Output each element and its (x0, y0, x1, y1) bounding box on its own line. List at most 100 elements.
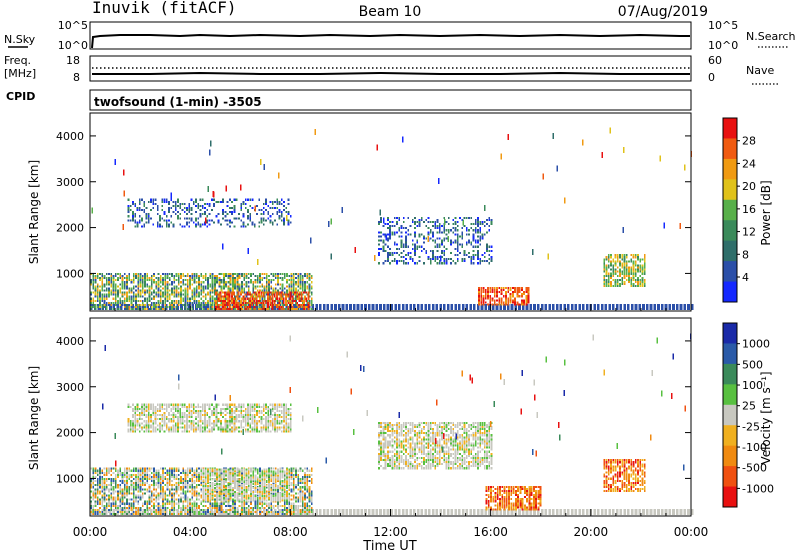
range-gate-cell (281, 504, 284, 507)
range-gate-cell (117, 494, 119, 497)
range-gate-cell (612, 272, 615, 275)
range-gate-cell (112, 502, 115, 505)
sparse-echo-cell (114, 158, 117, 165)
range-gate-cell (126, 502, 128, 505)
range-gate-cell (306, 467, 309, 470)
range-gate-cell (159, 275, 162, 278)
range-gate-cell (279, 500, 282, 503)
range-gate-cell (295, 471, 297, 474)
ground-scatter-cell (578, 509, 581, 516)
range-gate-cell (242, 221, 245, 224)
range-gate-cell (123, 496, 126, 499)
range-gate-cell (472, 262, 475, 265)
range-gate-cell (170, 215, 173, 218)
range-gate-cell (420, 245, 423, 248)
range-gate-cell (143, 202, 146, 205)
range-gate-cell (218, 279, 221, 282)
range-gate-cell (101, 279, 104, 282)
range-gate-cell (134, 225, 137, 228)
range-gate-cell (470, 216, 473, 219)
range-gate-cell (287, 198, 290, 201)
range-gate-cell (418, 260, 421, 263)
range-gate-cell (112, 277, 115, 280)
range-gate-cell (244, 308, 247, 311)
range-gate-cell (456, 247, 459, 250)
range-gate-cell (207, 506, 209, 509)
ground-scatter-cell (597, 304, 600, 311)
range-gate-cell (146, 469, 149, 472)
range-gate-cell (166, 289, 169, 292)
range-gate-cell (135, 272, 137, 276)
range-gate-cell (123, 467, 126, 470)
range-gate-cell (159, 467, 162, 470)
range-gate-cell (259, 469, 261, 472)
range-gate-cell (216, 308, 219, 311)
range-gate-cell (277, 275, 279, 278)
range-gate-cell (479, 243, 482, 246)
ground-scatter-cell (649, 304, 653, 311)
sparse-echo-cell (212, 191, 214, 198)
range-gate-cell (117, 506, 119, 509)
range-gate-cell (427, 216, 430, 219)
range-gate-cell (141, 285, 144, 288)
range-gate-cell (610, 274, 612, 277)
range-gate-cell (228, 305, 231, 309)
range-gate-cell (173, 301, 176, 304)
range-gate-cell (148, 490, 151, 493)
range-gate-cell (175, 473, 178, 476)
range-gate-cell (186, 279, 189, 282)
range-gate-cell (259, 301, 261, 304)
range-gate-cell (144, 482, 146, 485)
range-gate-cell (155, 473, 158, 476)
ground-scatter-cell (540, 304, 544, 311)
range-gate-cell (254, 510, 257, 514)
range-gate-cell (135, 482, 137, 485)
range-gate-cell (186, 467, 189, 470)
range-gate-cell (117, 469, 119, 472)
range-gate-cell (184, 506, 187, 509)
range-gate-cell (207, 494, 209, 497)
range-gate-cell (222, 277, 225, 280)
range-gate-cell (268, 506, 270, 509)
range-gate-cell (92, 494, 95, 497)
range-gate-cell (173, 289, 176, 292)
range-gate-cell (267, 211, 270, 214)
range-gate-cell (198, 299, 200, 302)
range-gate-cell (155, 303, 158, 306)
range-gate-cell (614, 272, 617, 275)
ground-scatter-cell (360, 509, 364, 516)
range-gate-cell (197, 204, 200, 207)
range-gate-cell (182, 490, 185, 493)
range-gate-cell (103, 297, 106, 300)
range-gate-cell (186, 502, 189, 505)
range-gate-cell (276, 211, 279, 214)
range-gate-cell (254, 502, 257, 505)
range-gate-cell (121, 502, 124, 505)
range-gate-cell (224, 215, 227, 218)
range-gate-cell (184, 287, 187, 290)
range-gate-cell (92, 297, 95, 300)
range-gate-cell (108, 295, 110, 298)
range-gate-cell (105, 473, 108, 476)
range-gate-cell (459, 251, 461, 254)
range-gate-cell (414, 227, 416, 230)
range-gate-cell (505, 291, 507, 294)
range-gate-cell (157, 293, 160, 296)
range-gate-cell (153, 289, 155, 292)
sparse-echo-cell (439, 255, 442, 262)
range-gate-cell (281, 279, 284, 282)
range-gate-cell (621, 264, 624, 267)
range-gate-cell (128, 504, 131, 507)
range-gate-cell (641, 264, 644, 267)
range-gate-cell (123, 301, 126, 304)
range-gate-cell (425, 249, 428, 252)
range-gate-cell (253, 297, 256, 300)
range-gate-cell (162, 488, 164, 491)
range-gate-cell (137, 477, 140, 481)
range-gate-cell (281, 293, 284, 296)
range-gate-cell (301, 475, 304, 478)
range-gate-cell (148, 469, 151, 472)
ground-scatter-cell (653, 509, 657, 516)
range-gate-cell (304, 510, 306, 514)
range-gate-cell (177, 488, 180, 491)
